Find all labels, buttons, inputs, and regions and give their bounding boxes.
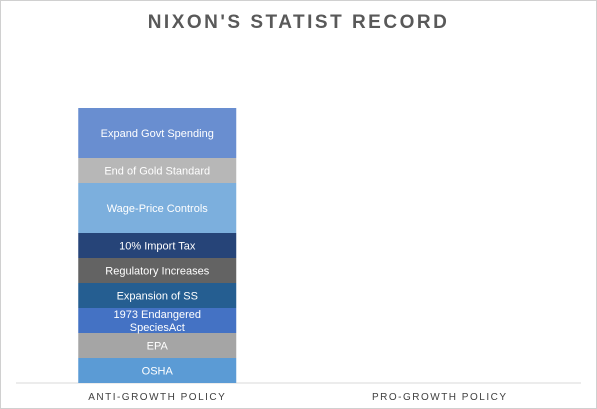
- segment-label: End of Gold Standard: [104, 166, 210, 178]
- bar-segment: [78, 283, 237, 308]
- segment-label: Expand Govt Spending: [101, 128, 214, 140]
- bar-segment: [78, 333, 237, 358]
- chart-title: NIXON'S STATIST RECORD: [147, 12, 450, 33]
- bar-segment: [78, 358, 237, 383]
- bar-segment: [78, 158, 237, 183]
- segment-label: Regulatory Increases: [105, 266, 209, 278]
- bar-segment: [78, 308, 237, 333]
- bar-segment: [78, 258, 237, 283]
- bar-segment: [78, 108, 237, 158]
- segment-label: EPA: [147, 341, 169, 353]
- bar-segment: [78, 183, 237, 233]
- segment-label: Wage-Price Controls: [107, 203, 209, 215]
- bar-segment: [78, 233, 237, 258]
- segment-label: 10% Import Tax: [119, 241, 196, 253]
- segment-label: 1973 Endangered SpeciesAct: [114, 309, 201, 334]
- segment-label: OSHA: [142, 366, 174, 378]
- category-label: ANTI-GROWTH POLICY: [88, 392, 226, 403]
- segment-label: Expansion of SS: [117, 291, 198, 303]
- category-label: PRO-GROWTH POLICY: [372, 392, 508, 403]
